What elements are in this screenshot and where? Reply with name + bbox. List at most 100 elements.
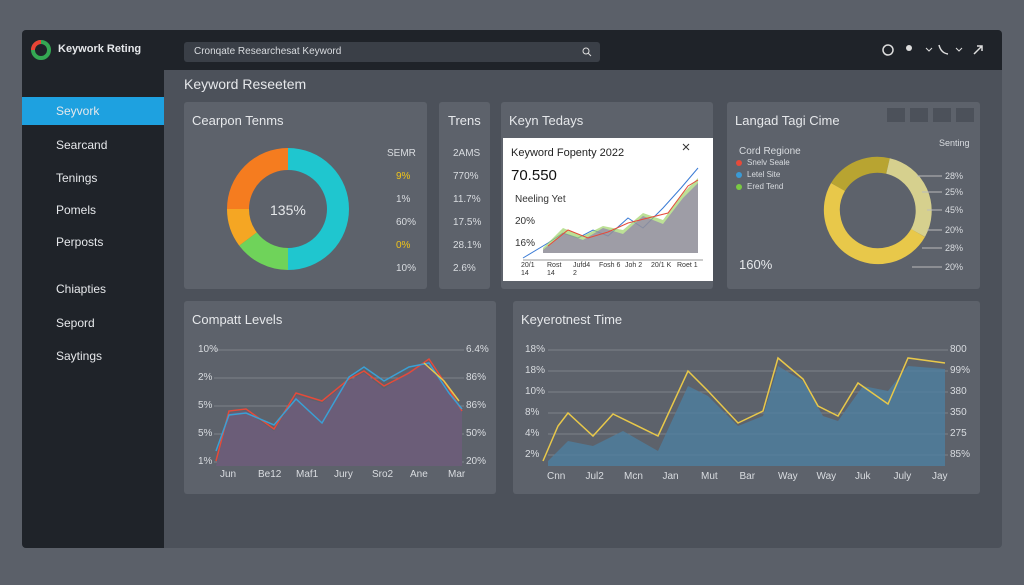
search-box[interactable]: Cronqate Researchesat Keyword <box>184 42 600 62</box>
card-title: Keyerotnest Time <box>521 312 623 327</box>
column-value: 28.1% <box>453 240 482 251</box>
card-title: Compatt Levels <box>192 312 283 327</box>
x-tick-label: Maf1 <box>296 469 319 480</box>
refresh-icon[interactable] <box>882 44 894 56</box>
legend-item: Snelv Seale <box>747 158 790 167</box>
column-value: 60% <box>396 217 417 228</box>
nav-item[interactable]: Sepord <box>56 316 95 330</box>
phone-icon[interactable] <box>938 44 949 55</box>
ring-label: 28% <box>945 243 964 253</box>
ring-label: 45% <box>945 205 964 215</box>
y2-tick-label: 86% <box>466 372 487 383</box>
popup-subtitle: Neeling Yet <box>515 194 566 205</box>
column-value: 17.5% <box>453 217 482 228</box>
column-value: 10% <box>396 263 417 274</box>
sidebar: Seyvork Searcand Tenings Pomels Perposts Chia… <box>22 70 164 548</box>
y-tick-label: 4% <box>525 428 540 439</box>
column-value: 9% <box>396 171 411 182</box>
ring-label: 20% <box>945 262 964 272</box>
user-icon[interactable] <box>906 45 912 51</box>
share-icon[interactable] <box>973 45 983 55</box>
logo-part <box>31 40 42 51</box>
note: Senting <box>939 138 970 148</box>
popup-x-label: Fosh 6 <box>599 262 621 269</box>
y2-tick-label: 99% <box>950 365 971 376</box>
card-title: Trens <box>448 113 481 128</box>
y2-tick-label: 6.4% <box>466 344 489 355</box>
area-chart <box>214 349 464 466</box>
y-tick-label: 1% <box>198 456 213 467</box>
x-tick-label: July <box>893 471 912 482</box>
y2-tick-label: 350 <box>950 407 967 418</box>
y-tick-label: 5% <box>198 400 213 411</box>
x-tick-label: Cnn <box>547 471 566 482</box>
y-tick-label: 2% <box>525 449 540 460</box>
column-value: 11.7% <box>453 194 481 205</box>
nav-item[interactable]: Perposts <box>56 235 104 249</box>
x-tick-label: Bar <box>739 471 756 482</box>
card-title: Keyn Tedays <box>509 113 584 128</box>
page-title: Keyword Reseetem <box>184 76 307 92</box>
legend-item: Ered Tend <box>747 182 784 191</box>
x-tick-label: Way <box>816 471 837 482</box>
popup-x-label: Rost 14 <box>547 262 562 277</box>
donut-center: 135% <box>270 202 306 218</box>
nav-item[interactable]: Searcand <box>56 138 108 152</box>
popup: Keyword Fopenty 2022 70.550 Neeling Yet 20%… <box>503 138 713 281</box>
search-icon <box>582 47 592 57</box>
popup-x-label: 20/1 K <box>651 262 672 269</box>
footer-value: 160% <box>739 257 773 272</box>
x-tick-label: Jury <box>334 469 353 480</box>
legend-item: Letel Site <box>747 170 781 179</box>
legend-title: Cord Regione <box>739 146 801 157</box>
ring-label: 28% <box>945 171 964 181</box>
popup-title: Keyword Fopenty 2022 <box>511 147 625 159</box>
donut-chart <box>227 148 349 270</box>
nav-item[interactable]: Saytings <box>56 349 103 363</box>
popup-label: 20% <box>515 216 536 227</box>
x-tick-label: Jun <box>220 469 237 480</box>
nav-item[interactable]: Pomels <box>56 203 97 217</box>
y2-tick-label: 275 <box>950 428 967 439</box>
card: Compatt Levels 10% 2% 5% 5% 1% 6.4% 86% 86% 50% 20… <box>184 301 496 494</box>
y-tick-label: 18% <box>525 344 546 355</box>
card: Langad Tagi Cime Cord Regione Snelv Seale L… <box>727 102 980 289</box>
x-tick-label: Way <box>778 471 798 482</box>
caret-icons[interactable] <box>925 47 963 52</box>
y2-tick-label: 380 <box>950 386 967 397</box>
column-value: 2.6% <box>453 263 476 274</box>
x-tick-label: Jan <box>662 471 679 482</box>
brand: Keywork Reting <box>58 43 142 55</box>
nav-item[interactable]: Seyvork <box>22 97 164 125</box>
x-tick-label: Jay <box>932 471 948 482</box>
column-value: 0% <box>396 240 411 251</box>
top-icons <box>31 40 983 60</box>
card: Cearpon Tenms 135% SEMR 9% 1% 60% 0% 10% <box>184 102 427 289</box>
x-tick-label: Sro2 <box>372 469 394 480</box>
y-tick-label: 18% <box>525 365 546 376</box>
x-tick-label: Be12 <box>258 469 282 480</box>
y-tick-label: 8% <box>525 407 540 418</box>
popup-x-label: 20/1 14 <box>521 262 535 277</box>
y-tick-label: 10% <box>525 386 546 397</box>
y2-tick-label: 86% <box>466 400 487 411</box>
x-tick-label: Mar <box>448 469 466 480</box>
nav-item[interactable]: Tenings <box>56 171 98 185</box>
nav-item[interactable]: Chiapties <box>56 282 107 296</box>
column-value: 1% <box>396 194 411 205</box>
card: Keyword Fopenty 2022 70.550 Neeling Yet 20%… <box>501 102 713 289</box>
y2-tick-label: 20% <box>466 456 487 467</box>
close-icon[interactable] <box>682 143 690 151</box>
popup-value: 70.550 <box>511 167 557 184</box>
x-tick-label: Juk <box>855 471 871 482</box>
column-value: 770% <box>453 171 479 182</box>
x-tick-label: Mut <box>701 471 718 482</box>
popup-label: 16% <box>515 238 536 249</box>
y-tick-label: 2% <box>198 372 213 383</box>
popup-x-label: Jufd4 2 <box>573 262 591 277</box>
popup-chart <box>522 143 703 261</box>
ring-label: 20% <box>945 225 964 235</box>
x-tick-label: Mcn <box>624 471 643 482</box>
x-tick-label: Jul2 <box>585 471 604 482</box>
area-chart <box>542 349 948 466</box>
